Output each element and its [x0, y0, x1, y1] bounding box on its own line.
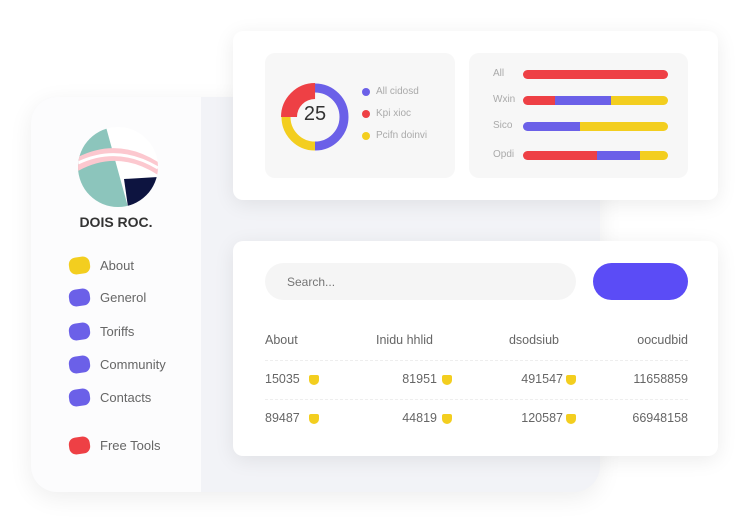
nav-blob-icon	[67, 255, 92, 276]
legend-label: Pcifn doinvi	[376, 130, 428, 141]
sidebar: DOIS ROC. About Generol Toriffs Community Co…	[31, 97, 201, 492]
donut-chart	[281, 83, 349, 151]
divider	[265, 360, 688, 361]
shield-icon	[309, 375, 319, 385]
table-cell: 11658859	[633, 372, 688, 386]
sidebar-item[interactable]: Toriffs	[67, 321, 135, 342]
column-header[interactable]: dsodsiub	[508, 333, 559, 347]
donut-segment	[281, 83, 349, 151]
divider	[265, 399, 688, 400]
bar-label: Opdi	[493, 149, 515, 160]
sidebar-item-label: Community	[100, 357, 166, 372]
nav-blob-icon	[67, 354, 92, 375]
shield-icon	[442, 375, 452, 385]
stacked-bar	[523, 96, 668, 105]
column-header[interactable]: About	[265, 333, 298, 347]
sidebar-item[interactable]: Generol	[67, 287, 147, 308]
sidebar-item-label: Generol	[100, 290, 147, 305]
shield-icon	[442, 414, 452, 424]
table-cell: 15035	[265, 372, 300, 386]
legend-dot-icon	[362, 109, 370, 118]
stacked-bar	[523, 151, 668, 160]
table-cell: 44819	[402, 411, 437, 425]
sidebar-item[interactable]: Contacts	[67, 387, 152, 408]
sidebar-item[interactable]: Free Tools	[67, 435, 161, 456]
sidebar-item-label: Toriffs	[100, 324, 135, 339]
nav-blob-icon	[67, 435, 92, 456]
sidebar-item-label: Contacts	[100, 390, 152, 405]
stats-card: 25 All cidosd Kpi xioc Pcifn doinvi All Wxi…	[233, 31, 718, 200]
bar-segment	[611, 96, 668, 105]
nav-blob-icon	[67, 287, 92, 308]
column-header[interactable]: oocudbid	[637, 333, 688, 347]
bar-segment	[579, 122, 668, 131]
stacked-bar	[523, 70, 668, 79]
search-input[interactable]	[265, 263, 576, 300]
shield-icon	[566, 375, 576, 385]
donut-value: 25	[303, 103, 327, 125]
stacked-bar	[523, 122, 668, 131]
bar-segment	[596, 151, 641, 160]
legend-item: Kpi xioc	[362, 108, 411, 119]
bar-segment	[523, 151, 597, 160]
brand-name: DOIS ROC.	[79, 214, 153, 230]
nav-blob-icon	[67, 387, 92, 408]
column-header[interactable]: Inidu hhlid	[376, 333, 433, 347]
bar-segment	[640, 151, 668, 160]
table-card: About Inidu hhlid dsodsiub oocudbid 15035 819…	[233, 241, 718, 456]
legend-dot-icon	[362, 87, 370, 96]
bars-panel: All Wxin Sico Opdi	[469, 53, 688, 178]
bar-segment	[523, 70, 668, 79]
table-cell: 89487	[265, 411, 300, 425]
table-cell: 491547	[521, 372, 563, 386]
nav-blob-icon	[67, 321, 92, 342]
shield-icon	[309, 414, 319, 424]
legend-dot-icon	[362, 131, 370, 140]
bar-label: All	[493, 68, 505, 79]
sidebar-item[interactable]: Community	[67, 354, 166, 375]
legend-item: All cidosd	[362, 86, 419, 97]
sidebar-item-label: About	[100, 258, 134, 273]
table-cell: 81951	[402, 372, 437, 386]
legend-label: Kpi xioc	[376, 108, 412, 119]
table-cell: 120587	[521, 411, 563, 425]
search-button[interactable]	[593, 263, 688, 300]
bar-label: Wxin	[493, 94, 516, 105]
sidebar-item-label: Free Tools	[100, 438, 161, 453]
bar-segment	[523, 122, 580, 131]
sidebar-item[interactable]: About	[67, 255, 134, 276]
legend-item: Pcifn doinvi	[362, 130, 427, 141]
bar-segment	[554, 96, 612, 105]
table-cell: 66948158	[632, 411, 688, 425]
bar-label: Sico	[493, 120, 513, 131]
legend-label: All cidosd	[376, 86, 419, 97]
logo-icon	[78, 127, 158, 207]
bar-segment	[523, 96, 555, 105]
shield-icon	[566, 414, 576, 424]
donut-panel: 25 All cidosd Kpi xioc Pcifn doinvi	[265, 53, 455, 178]
